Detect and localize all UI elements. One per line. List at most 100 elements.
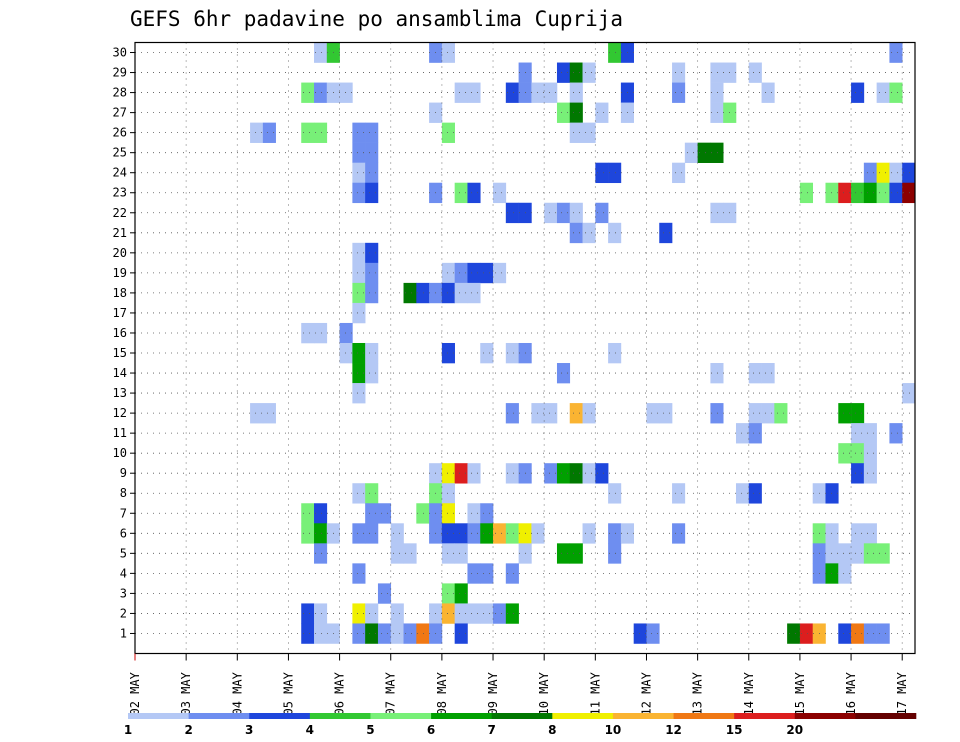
- heatmap-cell: [352, 383, 366, 404]
- heatmap-cell: [454, 463, 468, 484]
- heatmap-cell: [569, 463, 583, 484]
- heatmap-cell: [403, 623, 417, 644]
- legend-label: 5: [366, 723, 374, 737]
- heatmap-cell: [825, 523, 839, 544]
- legend-swatch: [309, 713, 371, 719]
- heatmap-cell: [480, 563, 494, 584]
- heatmap-cell: [467, 182, 481, 204]
- y-tick-label: 26: [113, 126, 127, 140]
- heatmap-cell: [365, 182, 379, 204]
- x-tick-label: 14 MAY: [742, 671, 756, 715]
- legend-swatch: [370, 713, 432, 719]
- x-axis: 02 MAY 03 MAY 04 MAY 05 MAY 06 MAY 07 MAY 08 M…: [128, 653, 909, 716]
- grid-lines: [134, 42, 915, 654]
- y-tick-label: 20: [113, 246, 127, 260]
- heatmap-cell: [352, 603, 366, 624]
- heatmap-cell: [787, 623, 801, 644]
- heatmap-cell: [365, 262, 379, 284]
- heatmap-cell: [838, 403, 852, 424]
- heatmap-cell: [301, 122, 315, 143]
- heatmap-cell: [672, 162, 686, 184]
- heatmap-cell: [505, 82, 519, 103]
- heatmap-cell: [710, 403, 724, 424]
- heatmap-cell: [569, 82, 583, 103]
- heatmap-cell: [403, 282, 417, 304]
- plot-frame: [134, 41, 916, 655]
- heatmap-cell: [352, 342, 366, 364]
- heatmap-cell: [352, 182, 366, 204]
- y-tick-label: 21: [113, 226, 127, 240]
- heatmap-cell: [352, 142, 366, 163]
- heatmap-cell: [377, 583, 392, 604]
- heatmap-cell: [710, 363, 724, 384]
- heatmap-cell: [480, 603, 494, 624]
- heatmap-cell: [339, 322, 353, 344]
- y-tick-label: 30: [113, 46, 127, 60]
- heatmap-cell: [454, 262, 468, 284]
- heatmap-cell: [467, 603, 481, 624]
- y-tick-label: 13: [113, 386, 127, 400]
- heatmap-cell: [608, 543, 622, 564]
- heatmap-cell: [569, 202, 583, 224]
- heatmap-cell: [314, 82, 328, 103]
- heatmap-cell: [851, 423, 865, 444]
- legend-swatch: [431, 713, 492, 719]
- heatmap-cell: [314, 543, 328, 564]
- heatmap-cell: [441, 122, 455, 143]
- legend-swatch: [249, 713, 311, 719]
- y-tick-label: 28: [113, 86, 127, 100]
- heatmap-cell: [352, 483, 366, 504]
- y-tick-label: 2: [120, 606, 127, 620]
- heatmap-cell: [710, 142, 724, 163]
- x-tick-label: 11 MAY: [588, 671, 602, 715]
- y-axis: 1234567891011121314151617181920212223242…: [113, 46, 135, 640]
- heatmap-cell: [365, 142, 379, 163]
- heatmap-cell: [480, 262, 494, 284]
- heatmap-cell: [441, 543, 455, 564]
- heatmap-cell: [710, 82, 724, 103]
- y-tick-label: 5: [120, 546, 127, 560]
- heatmap-cell: [672, 82, 686, 103]
- heatmap-cell: [863, 423, 877, 444]
- heatmap-cell: [365, 122, 379, 143]
- heatmap-cell: [582, 62, 596, 83]
- heatmap-cell: [314, 122, 328, 143]
- heatmap-cell: [416, 282, 430, 304]
- heatmap-cell: [889, 162, 903, 184]
- heatmap-cell: [646, 403, 660, 424]
- x-tick-label: 06 MAY: [333, 671, 347, 715]
- heatmap-cell: [467, 563, 481, 584]
- heatmap-cell: [441, 503, 455, 524]
- heatmap-cell: [544, 202, 558, 224]
- x-tick-label: 16 MAY: [844, 671, 858, 715]
- heatmap-cell: [569, 543, 583, 564]
- heatmap-cell: [467, 82, 481, 103]
- heatmap-cell: [390, 603, 404, 624]
- heatmap-cell: [902, 162, 916, 184]
- heatmap-cell: [390, 543, 404, 564]
- heatmap-cell: [569, 222, 583, 244]
- x-tick-label: 07 MAY: [384, 671, 398, 715]
- heatmap-cell: [889, 82, 903, 103]
- heatmap-cell: [608, 342, 622, 364]
- heatmap-cell: [339, 342, 353, 364]
- y-tick-label: 15: [113, 346, 127, 360]
- heatmap-cell: [825, 543, 839, 564]
- heatmap-cell: [314, 503, 328, 524]
- heatmap-cell: [480, 503, 494, 524]
- heatmap-cell: [851, 182, 865, 204]
- legend-swatch: [188, 713, 250, 719]
- heatmap-cell: [365, 623, 379, 644]
- heatmap-cell: [454, 82, 468, 103]
- heatmap-cell: [352, 122, 366, 143]
- heatmap-cell: [748, 483, 762, 504]
- heatmap-cell: [480, 523, 494, 544]
- heatmap-cell: [454, 182, 468, 204]
- heatmap-cell: [863, 443, 877, 464]
- heatmap-cell: [851, 82, 865, 103]
- heatmap-cell: [735, 483, 750, 504]
- heatmap-cell: [633, 623, 647, 644]
- heatmap-cell: [352, 302, 366, 324]
- y-tick-label: 6: [120, 526, 127, 540]
- y-tick-label: 19: [113, 266, 127, 280]
